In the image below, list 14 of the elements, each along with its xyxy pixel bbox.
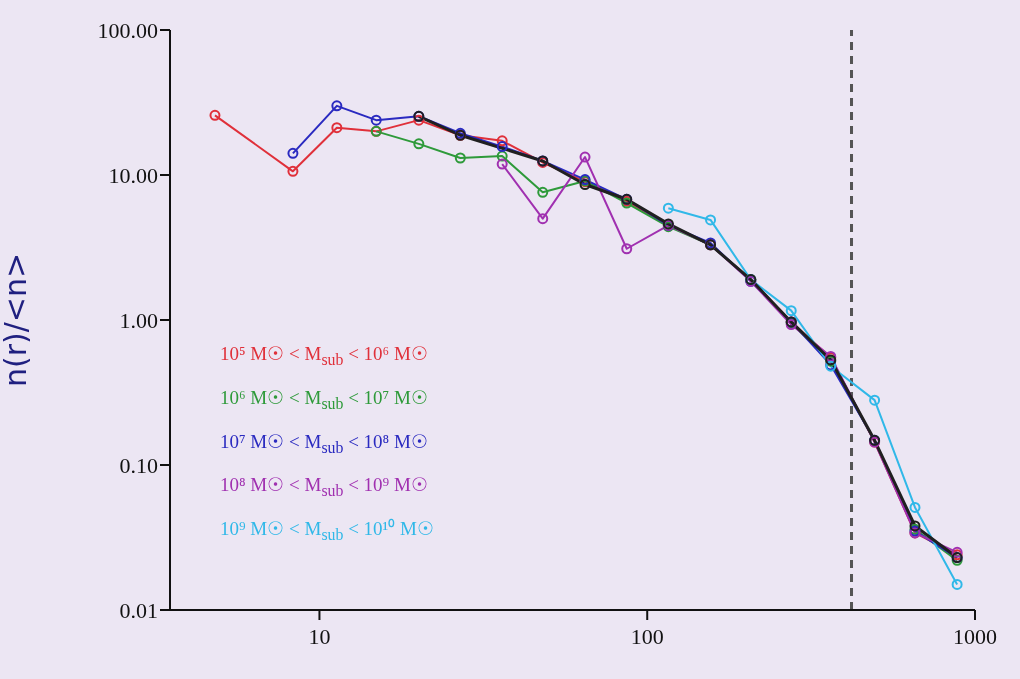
y-tick-label: 1.00 [119, 307, 158, 333]
y-tick-label: 100.00 [97, 17, 158, 43]
text: 10⁹ M☉ < M$_{sub}$ < 10¹⁰ M☉ [220, 517, 434, 545]
y-tick-label: 0.10 [119, 452, 158, 478]
text: 10⁷ M☉ < M$_{sub}$ < 10⁸ M☉ [220, 429, 429, 458]
text: 10⁶ M☉ < M$_{sub}$ < 10⁷ M☉ [220, 385, 429, 414]
text: 10⁸ M☉ < M$_{sub}$ < 10⁹ M☉ [220, 473, 429, 502]
x-tick-label: 10 [308, 623, 331, 649]
x-tick-label: 1000 [953, 623, 997, 649]
y-tick-label: 0.01 [119, 597, 158, 623]
x-tick-label: 100 [630, 623, 664, 649]
text: 10⁵ M☉ < M$_{sub}$ < 10⁶ M☉ [220, 342, 429, 370]
y-tick-label: 10.00 [108, 162, 158, 188]
y-axis-title: n(r)/<n> [0, 252, 33, 388]
